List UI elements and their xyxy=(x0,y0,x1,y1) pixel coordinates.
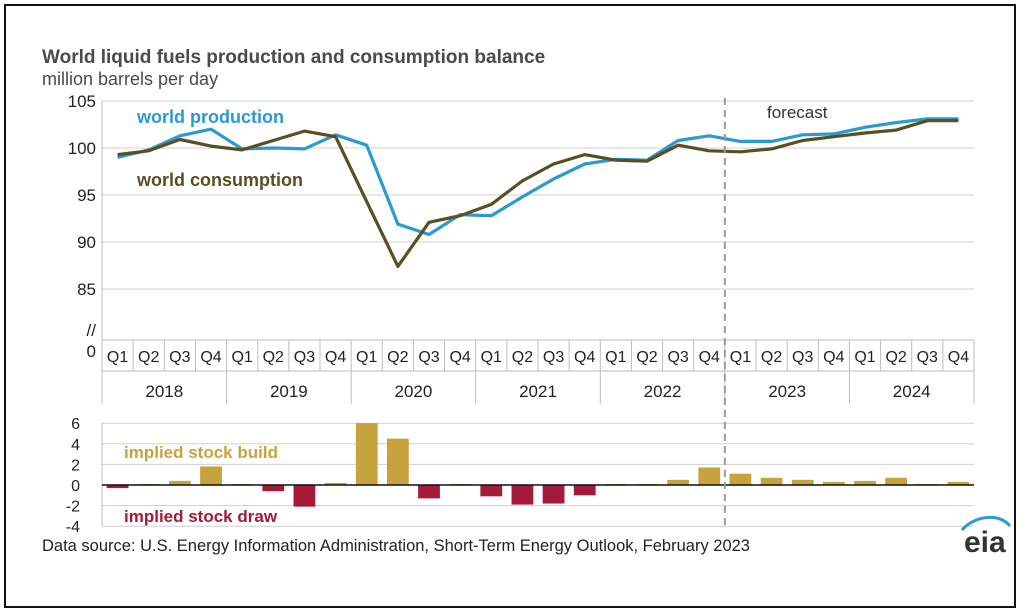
quarter-tick-label: Q4 xyxy=(574,349,595,366)
bottom-y-axis: 6 4 2 0 -2 -4 xyxy=(66,416,80,536)
quarter-tick-label: Q2 xyxy=(885,349,906,366)
y-tick-label: 85 xyxy=(77,280,96,299)
top-y-axis: 105 100 95 90 85 // 0 xyxy=(68,92,97,361)
quarter-tick-label: Q4 xyxy=(200,349,221,366)
y-tick-label: // xyxy=(87,321,97,340)
legend-world-production: world production xyxy=(136,107,284,127)
stock-change-bar xyxy=(698,467,721,485)
quarter-tick-label: Q1 xyxy=(605,349,626,366)
stock-change-bar xyxy=(760,477,783,485)
stock-change-bar xyxy=(542,485,565,504)
stock-change-bar xyxy=(480,485,503,497)
top-x-axis: Q1 Q2 Q3 Q4 Q1 Q2 Q3 Q4 Q1 Q2 Q3 Q4 Q1 Q2 Q3 Q4 Q1 Q2 Q3 Q4… xyxy=(101,339,975,404)
stock-change-bar xyxy=(355,423,378,485)
year-tick-label: 2019 xyxy=(270,382,308,401)
bottom-gridlines xyxy=(101,422,974,527)
implied-stock-draw-label: implied stock draw xyxy=(124,507,278,526)
y-tick-label: 0 xyxy=(71,478,80,495)
quarter-tick-label: Q4 xyxy=(325,349,346,366)
stock-change-bar xyxy=(885,477,908,485)
quarter-tick-label: Q3 xyxy=(667,349,688,366)
stock-change-bar xyxy=(324,482,347,485)
quarter-tick-label: Q4 xyxy=(449,349,470,366)
year-tick-label: 2020 xyxy=(395,382,433,401)
stock-change-bar xyxy=(293,485,316,507)
year-tick-label: 2023 xyxy=(768,382,806,401)
stock-change-bar xyxy=(667,479,690,485)
stock-change-bar xyxy=(854,480,876,485)
stock-change-bar xyxy=(573,485,596,496)
quarter-tick-label: Q3 xyxy=(294,349,315,366)
quarter-tick-label: Q3 xyxy=(169,349,190,366)
world-consumption-line xyxy=(117,119,959,268)
legend-world-consumption: world consumption xyxy=(136,170,303,190)
stock-change-bar xyxy=(511,485,534,505)
quarter-tick-label: Q2 xyxy=(387,349,408,366)
quarter-tick-label: Q3 xyxy=(543,349,564,366)
y-tick-label: -2 xyxy=(66,499,80,516)
quarter-tick-label: Q4 xyxy=(948,349,969,366)
quarter-tick-label: Q3 xyxy=(418,349,439,366)
y-tick-label: 95 xyxy=(77,186,96,205)
stock-change-bar xyxy=(200,466,222,485)
eia-logo: eia xyxy=(960,516,1012,559)
quarter-tick-label: Q2 xyxy=(512,349,533,366)
data-source: Data source: U.S. Energy Information Adm… xyxy=(42,537,750,555)
chart-frame xyxy=(4,4,1016,608)
quarter-tick-label: Q4 xyxy=(699,349,720,366)
chart-subtitle: million barrels per day xyxy=(42,69,218,89)
quarter-tick-label: Q3 xyxy=(917,349,938,366)
stock-change-bar xyxy=(418,485,440,499)
stock-change-bar xyxy=(822,481,845,485)
year-tick-label: 2021 xyxy=(519,382,557,401)
series-lines xyxy=(117,117,959,268)
quarter-tick-label: Q1 xyxy=(356,349,377,366)
year-tick-label: 2018 xyxy=(145,382,183,401)
implied-stock-build-label: implied stock build xyxy=(124,443,278,462)
stock-change-bars xyxy=(102,423,974,507)
stock-change-bar xyxy=(729,473,752,485)
y-tick-label: 100 xyxy=(68,139,96,158)
forecast-label: forecast xyxy=(767,103,828,122)
stock-change-bar xyxy=(106,485,129,489)
quarter-tick-label: Q2 xyxy=(138,349,159,366)
stock-change-bar xyxy=(168,480,191,485)
y-tick-label: 105 xyxy=(68,92,96,111)
stock-change-bar xyxy=(262,485,285,492)
y-tick-label: 90 xyxy=(77,233,96,252)
y-tick-label: 2 xyxy=(71,457,80,474)
quarter-tick-label: Q1 xyxy=(231,349,252,366)
quarter-tick-label: Q1 xyxy=(854,349,875,366)
quarter-tick-label: Q2 xyxy=(761,349,782,366)
eia-logo-text: eia xyxy=(964,526,1006,559)
stock-change-bar xyxy=(791,479,814,485)
world-production-line xyxy=(117,117,959,237)
y-tick-label: -4 xyxy=(66,519,80,536)
y-tick-label: 4 xyxy=(71,437,80,454)
year-tick-label: 2024 xyxy=(893,382,931,401)
chart-title: World liquid fuels production and consum… xyxy=(42,47,545,68)
eia-logo-arc xyxy=(960,516,1012,532)
quarter-tick-label: Q1 xyxy=(730,349,751,366)
stock-change-bar xyxy=(947,481,970,485)
quarter-tick-label: Q1 xyxy=(107,349,128,366)
quarter-tick-label: Q3 xyxy=(792,349,813,366)
stock-change-bar xyxy=(386,438,409,485)
quarter-tick-label: Q2 xyxy=(263,349,284,366)
y-tick-label: 6 xyxy=(71,416,80,433)
quarter-tick-label: Q1 xyxy=(481,349,502,366)
y-tick-label: 0 xyxy=(87,342,96,361)
quarter-tick-label: Q2 xyxy=(636,349,657,366)
year-tick-label: 2022 xyxy=(644,382,682,401)
quarter-tick-label: Q4 xyxy=(823,349,844,366)
